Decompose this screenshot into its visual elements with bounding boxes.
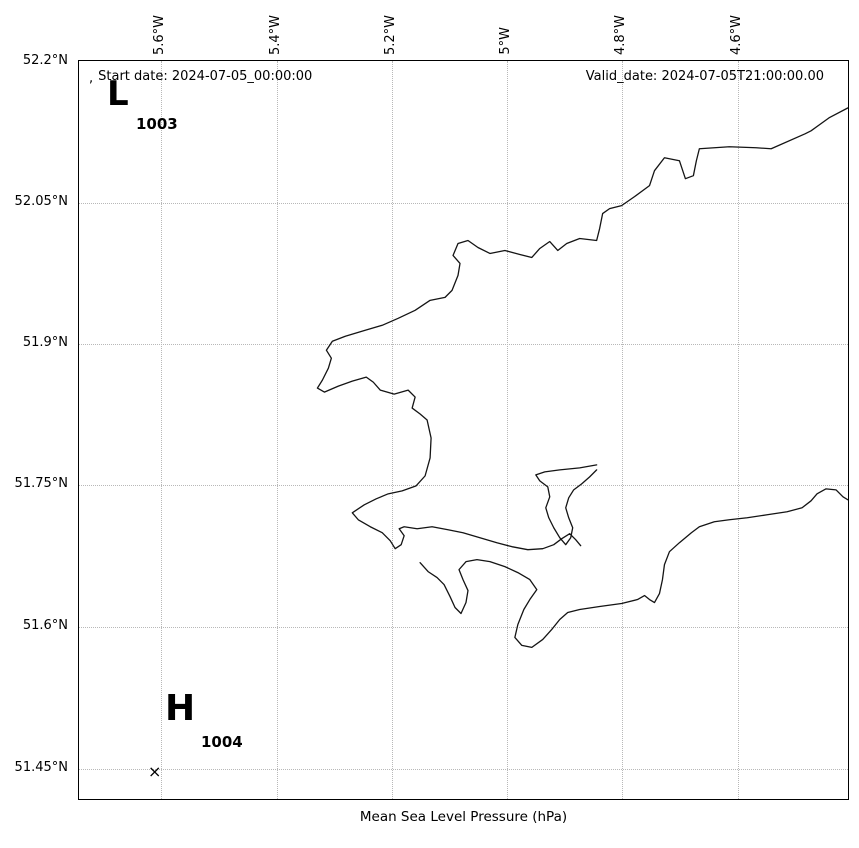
x-tick-label: 5.6°W bbox=[152, 14, 167, 55]
x-tick-label: 4.8°W bbox=[613, 14, 628, 55]
x-tick-label: 5°W bbox=[498, 27, 513, 55]
low-pressure-value: 1003 bbox=[136, 115, 178, 133]
high-pressure-symbol: H bbox=[165, 688, 196, 729]
x-tick-label: 5.4°W bbox=[268, 14, 283, 55]
start-date-prefix-mark: , bbox=[89, 71, 94, 86]
gridline bbox=[392, 61, 393, 799]
y-tick-label: 52.2°N bbox=[22, 53, 68, 68]
x-axis-top: 5.6°W 5.4°W 5.2°W 5°W 4.8°W 4.6°W bbox=[0, 0, 859, 58]
y-tick-label: 51.75°N bbox=[14, 476, 68, 491]
gridline bbox=[738, 61, 739, 799]
gridline bbox=[79, 344, 848, 345]
valid-date-label: Valid_date: 2024-07-05T21:00:00.00 bbox=[585, 69, 824, 84]
gridline bbox=[79, 203, 848, 204]
y-tick-label: 51.45°N bbox=[14, 760, 68, 775]
gridline bbox=[622, 61, 623, 799]
gridline bbox=[79, 485, 848, 486]
start-date-label: , Start date: 2024-07-05_00:00:00 bbox=[89, 69, 313, 86]
y-tick-label: 51.9°N bbox=[22, 335, 68, 350]
gridline bbox=[161, 61, 162, 799]
x-point-marker: × bbox=[148, 762, 162, 781]
gridline bbox=[277, 61, 278, 799]
figure-caption: Mean Sea Level Pressure (hPa) bbox=[359, 809, 568, 825]
y-tick-label: 51.6°N bbox=[22, 618, 68, 633]
low-pressure-symbol: L bbox=[107, 74, 129, 114]
start-date-text: Start date: 2024-07-05_00:00:00 bbox=[98, 69, 313, 84]
x-tick-label: 4.6°W bbox=[729, 14, 744, 55]
y-axis-left: 52.2°N 52.05°N 51.9°N 51.75°N 51.6°N 51.… bbox=[0, 53, 74, 800]
coastline-map bbox=[316, 107, 848, 649]
x-tick-label: 5.2°W bbox=[383, 14, 398, 55]
gridline bbox=[79, 769, 848, 770]
high-pressure-value: 1004 bbox=[201, 733, 243, 751]
y-tick-label: 52.05°N bbox=[14, 194, 68, 209]
plot-area: , Start date: 2024-07-05_00:00:00 Valid_d… bbox=[78, 60, 849, 800]
gridline bbox=[79, 627, 848, 628]
gridline bbox=[507, 61, 508, 799]
